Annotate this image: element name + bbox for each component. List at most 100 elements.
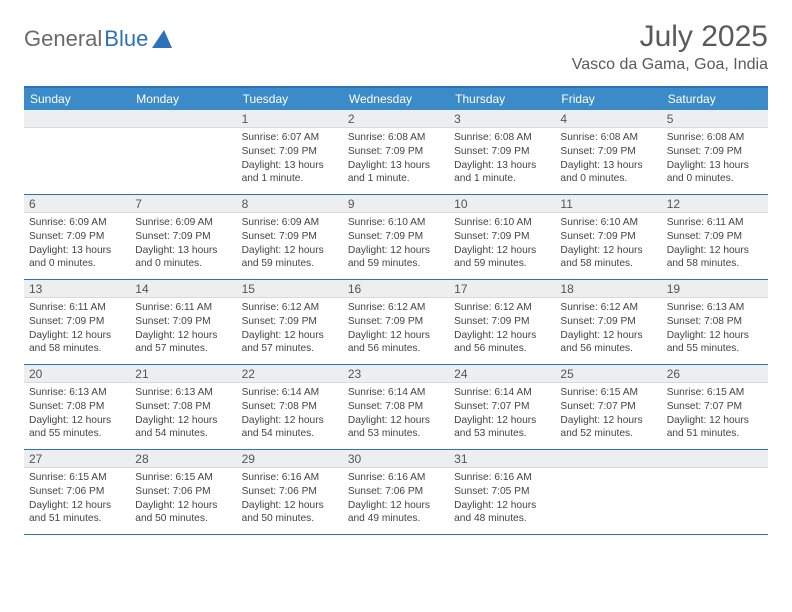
cell-body: Sunrise: 6:10 AMSunset: 7:09 PMDaylight:… <box>449 213 555 277</box>
daylight-text: Daylight: 12 hours and 55 minutes. <box>29 414 125 442</box>
sunrise-text: Sunrise: 6:08 AM <box>454 131 550 145</box>
day-number-empty <box>130 110 236 128</box>
day-number: 22 <box>237 365 343 383</box>
calendar-cell: 1Sunrise: 6:07 AMSunset: 7:09 PMDaylight… <box>237 110 343 194</box>
sunrise-text: Sunrise: 6:14 AM <box>242 386 338 400</box>
day-number: 14 <box>130 280 236 298</box>
cell-body: Sunrise: 6:12 AMSunset: 7:09 PMDaylight:… <box>449 298 555 362</box>
sunrise-text: Sunrise: 6:12 AM <box>560 301 656 315</box>
sunrise-text: Sunrise: 6:13 AM <box>667 301 763 315</box>
sunset-text: Sunset: 7:08 PM <box>667 315 763 329</box>
day-number-empty <box>662 450 768 468</box>
sunset-text: Sunset: 7:06 PM <box>242 485 338 499</box>
day-number-empty <box>24 110 130 128</box>
daylight-text: Daylight: 12 hours and 50 minutes. <box>135 499 231 527</box>
daylight-text: Daylight: 12 hours and 58 minutes. <box>560 244 656 272</box>
sunset-text: Sunset: 7:09 PM <box>135 230 231 244</box>
sunset-text: Sunset: 7:09 PM <box>560 145 656 159</box>
day-number-empty <box>555 450 661 468</box>
location: Vasco da Gama, Goa, India <box>572 56 768 74</box>
sunset-text: Sunset: 7:09 PM <box>242 315 338 329</box>
sunset-text: Sunset: 7:09 PM <box>454 145 550 159</box>
day-number: 7 <box>130 195 236 213</box>
cell-body: Sunrise: 6:10 AMSunset: 7:09 PMDaylight:… <box>343 213 449 277</box>
day-number: 29 <box>237 450 343 468</box>
sunset-text: Sunset: 7:09 PM <box>242 145 338 159</box>
calendar-cell: 26Sunrise: 6:15 AMSunset: 7:07 PMDayligh… <box>662 365 768 449</box>
calendar-cell: 8Sunrise: 6:09 AMSunset: 7:09 PMDaylight… <box>237 195 343 279</box>
day-header-thu: Thursday <box>449 88 555 110</box>
cell-body: Sunrise: 6:15 AMSunset: 7:06 PMDaylight:… <box>24 468 130 532</box>
day-number: 2 <box>343 110 449 128</box>
cell-body: Sunrise: 6:08 AMSunset: 7:09 PMDaylight:… <box>555 128 661 192</box>
sunset-text: Sunset: 7:09 PM <box>29 315 125 329</box>
title-block: July 2025 Vasco da Gama, Goa, India <box>572 20 768 74</box>
daylight-text: Daylight: 12 hours and 58 minutes. <box>29 329 125 357</box>
daylight-text: Daylight: 13 hours and 1 minute. <box>348 159 444 187</box>
daylight-text: Daylight: 12 hours and 57 minutes. <box>135 329 231 357</box>
cell-body: Sunrise: 6:13 AMSunset: 7:08 PMDaylight:… <box>24 383 130 447</box>
header: GeneralBlue July 2025 Vasco da Gama, Goa… <box>24 20 768 74</box>
cell-body: Sunrise: 6:11 AMSunset: 7:09 PMDaylight:… <box>24 298 130 362</box>
calendar-cell: 11Sunrise: 6:10 AMSunset: 7:09 PMDayligh… <box>555 195 661 279</box>
daylight-text: Daylight: 12 hours and 59 minutes. <box>242 244 338 272</box>
daylight-text: Daylight: 12 hours and 51 minutes. <box>667 414 763 442</box>
calendar-cell: 3Sunrise: 6:08 AMSunset: 7:09 PMDaylight… <box>449 110 555 194</box>
day-number: 8 <box>237 195 343 213</box>
calendar-cell <box>24 110 130 194</box>
day-number: 19 <box>662 280 768 298</box>
day-number: 9 <box>343 195 449 213</box>
month-title: July 2025 <box>572 20 768 54</box>
daylight-text: Daylight: 12 hours and 54 minutes. <box>135 414 231 442</box>
daylight-text: Daylight: 12 hours and 55 minutes. <box>667 329 763 357</box>
sunset-text: Sunset: 7:07 PM <box>560 400 656 414</box>
day-header-tue: Tuesday <box>237 88 343 110</box>
calendar-cell: 29Sunrise: 6:16 AMSunset: 7:06 PMDayligh… <box>237 450 343 534</box>
cell-body: Sunrise: 6:12 AMSunset: 7:09 PMDaylight:… <box>343 298 449 362</box>
sunrise-text: Sunrise: 6:07 AM <box>242 131 338 145</box>
day-number: 31 <box>449 450 555 468</box>
day-header-mon: Monday <box>130 88 236 110</box>
day-number: 27 <box>24 450 130 468</box>
cell-body: Sunrise: 6:12 AMSunset: 7:09 PMDaylight:… <box>237 298 343 362</box>
sunset-text: Sunset: 7:09 PM <box>560 230 656 244</box>
daylight-text: Daylight: 13 hours and 0 minutes. <box>560 159 656 187</box>
calendar-cell: 6Sunrise: 6:09 AMSunset: 7:09 PMDaylight… <box>24 195 130 279</box>
sunset-text: Sunset: 7:08 PM <box>135 400 231 414</box>
sunrise-text: Sunrise: 6:12 AM <box>348 301 444 315</box>
sunrise-text: Sunrise: 6:12 AM <box>454 301 550 315</box>
cell-body: Sunrise: 6:15 AMSunset: 7:07 PMDaylight:… <box>555 383 661 447</box>
daylight-text: Daylight: 12 hours and 49 minutes. <box>348 499 444 527</box>
cell-body: Sunrise: 6:14 AMSunset: 7:07 PMDaylight:… <box>449 383 555 447</box>
sunset-text: Sunset: 7:06 PM <box>135 485 231 499</box>
daylight-text: Daylight: 12 hours and 56 minutes. <box>560 329 656 357</box>
daylight-text: Daylight: 12 hours and 53 minutes. <box>348 414 444 442</box>
sunset-text: Sunset: 7:09 PM <box>454 230 550 244</box>
sunset-text: Sunset: 7:09 PM <box>348 145 444 159</box>
sunrise-text: Sunrise: 6:16 AM <box>454 471 550 485</box>
cell-body: Sunrise: 6:07 AMSunset: 7:09 PMDaylight:… <box>237 128 343 192</box>
day-number: 12 <box>662 195 768 213</box>
daylight-text: Daylight: 13 hours and 0 minutes. <box>667 159 763 187</box>
calendar-cell: 30Sunrise: 6:16 AMSunset: 7:06 PMDayligh… <box>343 450 449 534</box>
day-number: 23 <box>343 365 449 383</box>
cell-body: Sunrise: 6:08 AMSunset: 7:09 PMDaylight:… <box>662 128 768 192</box>
sunrise-text: Sunrise: 6:14 AM <box>454 386 550 400</box>
day-headers: Sunday Monday Tuesday Wednesday Thursday… <box>24 88 768 110</box>
week-row: 6Sunrise: 6:09 AMSunset: 7:09 PMDaylight… <box>24 195 768 280</box>
day-number: 17 <box>449 280 555 298</box>
sunset-text: Sunset: 7:09 PM <box>29 230 125 244</box>
day-number: 3 <box>449 110 555 128</box>
daylight-text: Daylight: 12 hours and 58 minutes. <box>667 244 763 272</box>
daylight-text: Daylight: 13 hours and 0 minutes. <box>29 244 125 272</box>
day-number: 6 <box>24 195 130 213</box>
calendar-cell: 13Sunrise: 6:11 AMSunset: 7:09 PMDayligh… <box>24 280 130 364</box>
sunrise-text: Sunrise: 6:10 AM <box>348 216 444 230</box>
sunset-text: Sunset: 7:09 PM <box>667 145 763 159</box>
sunrise-text: Sunrise: 6:12 AM <box>242 301 338 315</box>
week-row: 27Sunrise: 6:15 AMSunset: 7:06 PMDayligh… <box>24 450 768 535</box>
sunrise-text: Sunrise: 6:08 AM <box>667 131 763 145</box>
calendar-cell: 23Sunrise: 6:14 AMSunset: 7:08 PMDayligh… <box>343 365 449 449</box>
day-number: 25 <box>555 365 661 383</box>
week-row: 13Sunrise: 6:11 AMSunset: 7:09 PMDayligh… <box>24 280 768 365</box>
